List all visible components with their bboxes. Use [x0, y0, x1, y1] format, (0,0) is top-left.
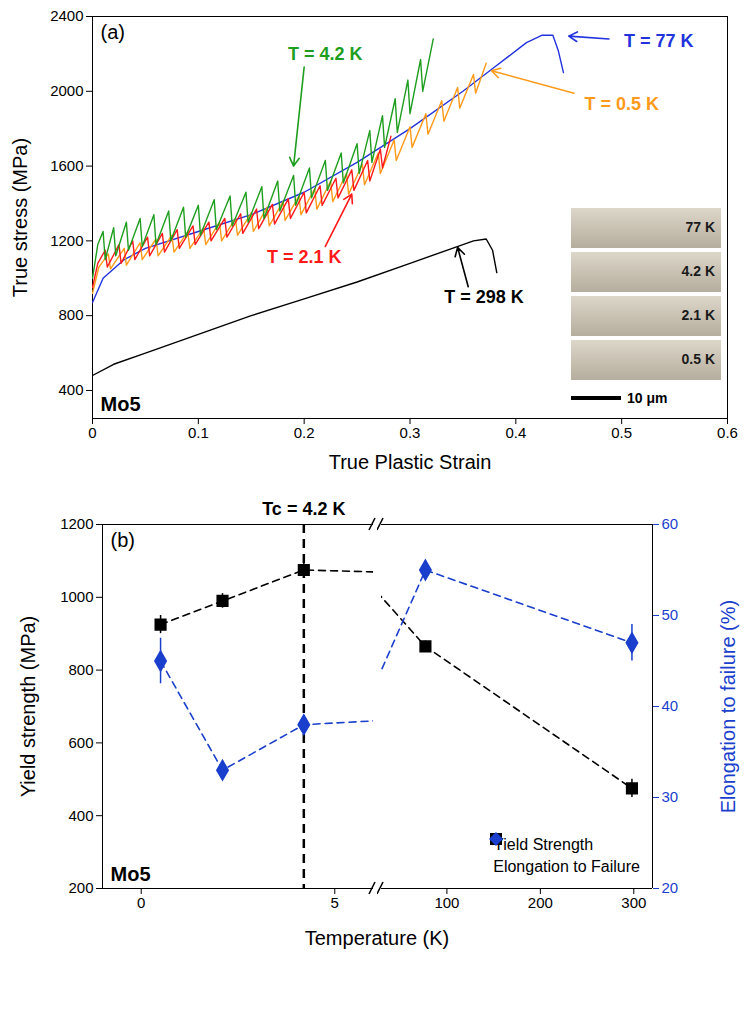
- svg-text:Mo5: Mo5: [101, 393, 141, 415]
- html-text:10 μm: 10 μm: [627, 390, 668, 406]
- html-text:Temperature (K): Temperature (K): [304, 927, 450, 949]
- svg-text:600: 600: [68, 734, 93, 751]
- svg-text:1200: 1200: [60, 515, 93, 532]
- svg-text:(a): (a): [101, 21, 125, 43]
- html-text:Yield Strength: Yield Strength: [493, 836, 594, 853]
- svg-text:20: 20: [662, 879, 679, 896]
- svg-text:T = 77 K: T = 77 K: [624, 31, 694, 51]
- html-text:0.5 K: 0.5 K: [681, 351, 715, 367]
- svg-text:0.4: 0.4: [505, 424, 526, 441]
- svg-text:Yield strength (MPa): Yield strength (MPa): [17, 616, 39, 798]
- svg-text:0.3: 0.3: [400, 424, 421, 441]
- svg-text:200: 200: [528, 894, 553, 911]
- html-text:77 K: 77 K: [685, 219, 715, 235]
- svg-text:0.2: 0.2: [294, 424, 315, 441]
- html-text:2.1 K: 2.1 K: [681, 307, 715, 323]
- svg-text:0: 0: [137, 894, 145, 911]
- svg-text:800: 800: [58, 306, 83, 323]
- svg-text:60: 60: [662, 515, 679, 532]
- svg-text:800: 800: [68, 661, 93, 678]
- svg-text:50: 50: [662, 606, 679, 623]
- html-text:Elongation to Failure: Elongation to Failure: [493, 858, 640, 875]
- svg-text:5: 5: [331, 894, 339, 911]
- svg-text:200: 200: [68, 879, 93, 896]
- svg-text:2000: 2000: [50, 82, 83, 99]
- svg-text:T = 298 K: T = 298 K: [444, 287, 524, 307]
- svg-text:0.5: 0.5: [611, 424, 632, 441]
- svg-text:0.6: 0.6: [717, 424, 738, 441]
- svg-text:400: 400: [68, 807, 93, 824]
- svg-text:1600: 1600: [50, 157, 83, 174]
- svg-text:100: 100: [434, 894, 459, 911]
- svg-text:(b): (b): [111, 529, 135, 551]
- svg-text:0: 0: [88, 424, 96, 441]
- html-text:4.2 K: 4.2 K: [681, 263, 715, 279]
- svg-text:True Plastic Strain: True Plastic Strain: [329, 451, 492, 473]
- svg-text:40: 40: [662, 697, 679, 714]
- svg-text:Mo5: Mo5: [111, 863, 151, 885]
- svg-text:300: 300: [621, 894, 646, 911]
- svg-text:T = 2.1 K: T = 2.1 K: [267, 247, 342, 267]
- svg-text:30: 30: [662, 788, 679, 805]
- svg-text:True stress (MPa): True stress (MPa): [9, 138, 31, 297]
- svg-text:Tc = 4.2 K: Tc = 4.2 K: [262, 499, 345, 519]
- svg-text:Elongation to failure (%): Elongation to failure (%): [717, 600, 739, 813]
- svg-text:1000: 1000: [60, 588, 93, 605]
- svg-text:2400: 2400: [50, 7, 83, 24]
- svg-text:T = 4.2 K: T = 4.2 K: [288, 44, 363, 64]
- svg-text:T = 0.5 K: T = 0.5 K: [584, 94, 659, 114]
- svg-text:0.1: 0.1: [188, 424, 209, 441]
- svg-text:1200: 1200: [50, 232, 83, 249]
- svg-text:400: 400: [58, 381, 83, 398]
